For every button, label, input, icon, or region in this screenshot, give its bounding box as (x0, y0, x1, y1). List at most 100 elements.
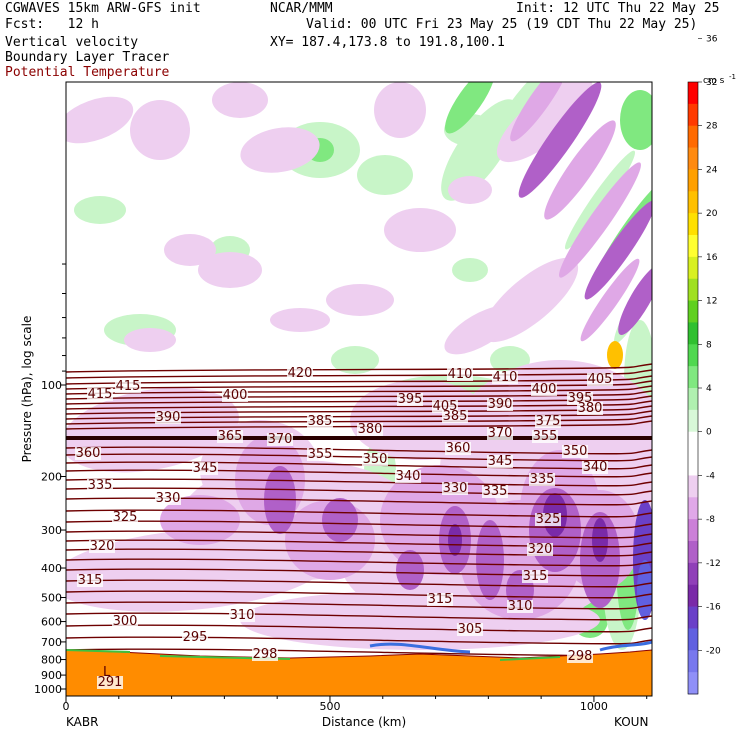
y-tick-label: 800 (41, 654, 62, 667)
velocity-shading-cell (618, 265, 652, 335)
velocity-shading-cell (448, 524, 462, 556)
terrain-tracer-fill (66, 649, 652, 696)
velocity-shading-cell (331, 346, 379, 374)
theta-label-bg (229, 609, 255, 622)
theta-label: 335 (530, 472, 555, 487)
init-time: Init: 12 UTC Thu 22 May 25 (516, 1, 720, 16)
velocity-shading-cell (607, 341, 623, 369)
y-tick-label: 400 (41, 562, 62, 575)
velocity-shading-cell (198, 252, 262, 288)
theta-label-bg (155, 492, 181, 505)
theta-label: 420 (288, 366, 313, 381)
theta-label-bg (87, 479, 113, 492)
theta-label-bg (487, 455, 513, 468)
theta-label: 360 (446, 441, 471, 456)
theta-label: 375 (536, 414, 561, 429)
velocity-shading-cell (124, 328, 176, 352)
theta-label-bg (577, 402, 603, 415)
theta-label-bg (97, 676, 123, 689)
colorbar: 36 32 28 24 20 16 12 8 4 0 -4 -8 -12 -16 -20 (687, 34, 721, 695)
theta-label-bg (115, 380, 141, 393)
velocity-shading-cell (445, 82, 495, 134)
theta-label: 355 (533, 429, 558, 444)
y-tick-label: 1000 (34, 683, 62, 696)
field-vertical-velocity: Vertical velocity (5, 35, 139, 50)
field-bl-tracer: Boundary Layer Tracer (5, 50, 170, 65)
model-title: CGWAVES 15km ARW-GFS init (5, 1, 201, 16)
theta-label-bg (582, 461, 608, 474)
theta-label: 298 (568, 649, 593, 664)
theta-contour-line (66, 400, 652, 410)
velocity-shading-cell (584, 200, 652, 300)
velocity-shading-cell (476, 520, 504, 600)
theta-label: 385 (308, 414, 333, 429)
colorbar-label: -20 (706, 646, 721, 656)
theta-label-bg (487, 398, 513, 411)
y-tick-label: 900 (41, 669, 62, 682)
theta-label-bg (587, 373, 613, 386)
colorbar-swatch (688, 366, 698, 389)
colorbar-swatch (688, 606, 698, 629)
theta-label: 320 (90, 539, 115, 554)
theta-contour-line (66, 530, 652, 539)
theta-label-bg (182, 631, 208, 644)
colorbar-swatch (688, 409, 698, 433)
theta-contour-line (66, 453, 652, 462)
valid-time: Valid: 00 UTC Fri 23 May 25 (19 CDT Thu … (306, 17, 698, 32)
colorbar-swatch (688, 213, 698, 236)
theta-contour-line (66, 612, 652, 621)
velocity-shading-cell (396, 550, 424, 590)
theta-label: 330 (443, 481, 468, 496)
y-tick-label: 600 (41, 616, 62, 629)
x-axis-label: Distance (km) (322, 715, 406, 729)
velocity-shading-cell (580, 258, 640, 342)
theta-label: 365 (218, 429, 243, 444)
fcst-label: Fcst: (5, 17, 45, 32)
velocity-shading-cell (212, 82, 268, 118)
colorbar-label: 0 (706, 428, 712, 438)
colorbar-swatch (688, 256, 698, 280)
velocity-shading-cell (452, 258, 488, 282)
theta-contours (66, 363, 652, 657)
velocity-shading-cell (240, 127, 320, 173)
theta-label-bg (75, 447, 101, 460)
theta-contour-line (66, 395, 652, 405)
colorbar-swatch (688, 475, 698, 498)
theta-label-bg (287, 367, 313, 380)
colorbar-unit: cm s (703, 76, 725, 86)
left-station-label: KABR (66, 715, 98, 729)
plot-frame (65, 81, 653, 697)
velocity-shading-cell (326, 284, 394, 316)
colorbar-swatch (688, 519, 698, 542)
velocity-shading-cell (564, 150, 636, 250)
theta-contour-line (66, 385, 652, 395)
theta-contour-line (66, 375, 652, 385)
theta-label-bg (567, 650, 593, 663)
colorbar-label: 20 (706, 209, 718, 219)
velocity-shading-cell (322, 498, 358, 542)
theta-contour-line (66, 601, 652, 610)
theta-label: 310 (230, 608, 255, 623)
theta-label: 335 (483, 484, 508, 499)
theta-contour-line (66, 380, 652, 390)
colorbar-label: 4 (706, 384, 712, 394)
theta-label-bg (395, 470, 421, 483)
theta-label-bg (217, 430, 243, 443)
theta-label-bg (397, 393, 423, 406)
y-tick-label: 700 (41, 636, 62, 649)
theta-label: 415 (116, 379, 141, 394)
theta-label: 340 (583, 460, 608, 475)
theta-contour-line (66, 579, 652, 588)
theta-label-bg (447, 368, 473, 381)
theta-label-bg (457, 623, 483, 636)
theta-label: 390 (156, 410, 181, 425)
colorbar-swatch (688, 82, 698, 105)
theta-label-bg (155, 411, 181, 424)
colorbar-unit-exponent: -1 (729, 73, 736, 81)
theta-contour-line (66, 558, 652, 567)
theta-contour-line (66, 590, 652, 599)
colorbar-swatch (688, 235, 698, 258)
theta-label-bg (89, 540, 115, 553)
velocity-shading-cell (544, 120, 616, 220)
